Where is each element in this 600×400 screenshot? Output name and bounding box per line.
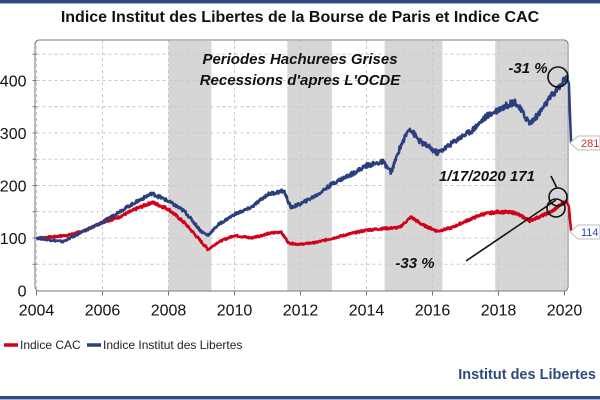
y-tick-label: 0: [18, 284, 27, 301]
x-tick-label: 2012: [283, 303, 319, 320]
series-line-cac: [35, 199, 573, 252]
y-tick-label: 400: [0, 74, 27, 91]
value-tag-liberte: 281: [569, 135, 600, 151]
y-tick-label: 200: [0, 179, 27, 196]
annotation-drop-cac: -33 %: [395, 255, 434, 272]
annotation-circle-cac-peak: [548, 187, 568, 207]
chart-title: Indice Institut des Libertes de la Bours…: [60, 9, 540, 26]
recession-band: [495, 41, 567, 291]
plot-frame: [34, 39, 569, 292]
shading-note-line1: Periodes Hachurees Grises: [202, 51, 397, 68]
series-line-liberte: [35, 75, 573, 244]
value-tag-cac: 114: [569, 224, 600, 240]
x-tick-label: 2020: [547, 303, 583, 320]
y-tick-label: 300: [0, 126, 27, 143]
recession-band: [168, 41, 212, 291]
x-tick-label: 2016: [415, 303, 451, 320]
annotation-leader-drop: [465, 199, 557, 262]
annotation-peak-cac: 1/17/2020 171: [439, 168, 535, 185]
y-tick-label: 100: [0, 231, 27, 248]
top-rule: [0, 0, 600, 4]
x-tick-label: 2004: [19, 303, 55, 320]
x-tick-label: 2006: [85, 303, 121, 320]
legend-label-liberte: Indice Institut des Libertes: [103, 338, 242, 352]
legend-label-cac: Indice CAC: [20, 338, 81, 352]
svg-text:281: 281: [581, 138, 599, 150]
x-tick-label: 2014: [349, 303, 385, 320]
svg-text:114: 114: [581, 227, 599, 239]
bottom-rule: [0, 396, 600, 400]
shading-note-line2: Recessions d'apres L'OCDE: [200, 72, 402, 89]
annotation-leader-peak: [550, 175, 558, 189]
recession-band: [287, 41, 332, 291]
x-tick-label: 2008: [151, 303, 187, 320]
annotation-drop-liberte: -31 %: [508, 60, 547, 77]
annotation-circle-liberte: [547, 66, 569, 88]
brand-label: Institut des Libertes: [458, 367, 596, 383]
annotation-circle-cac-drop: [546, 198, 566, 218]
x-tick-label: 2018: [481, 303, 517, 320]
legend: Indice CAC Indice Institut des Libertes: [4, 338, 242, 352]
x-tick-label: 2010: [217, 303, 253, 320]
